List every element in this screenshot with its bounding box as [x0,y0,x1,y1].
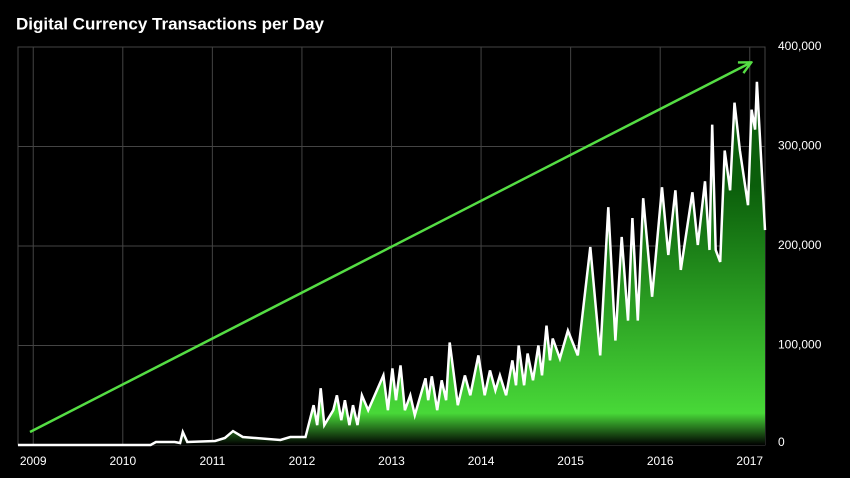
data [18,81,767,447]
x-tick-label: 2016 [647,454,674,468]
chart-title: Digital Currency Transactions per Day [16,14,325,33]
x-tick-label: 2009 [20,454,47,468]
trend-arrow [29,63,750,434]
x-tick-label: 2011 [199,454,225,468]
y-tick-label: 0 [778,435,785,449]
x-tick-label: 2010 [109,454,136,468]
y-tick-label: 400,000 [778,39,822,53]
data-line [18,81,767,447]
x-tick-label: 2013 [378,454,405,468]
x-tick-label: 2012 [289,454,316,468]
y-tick-label: 100,000 [778,338,822,352]
x-tick-label: 2017 [736,454,763,468]
x-tick-label: 2014 [468,454,495,468]
y-tick-label: 300,000 [778,139,822,153]
x-tick-label: 2015 [557,454,584,468]
axis-labels: 0 100,000 200,000 300,000 400,000 2009 2010 201… [20,39,822,468]
y-tick-label: 200,000 [778,238,822,252]
